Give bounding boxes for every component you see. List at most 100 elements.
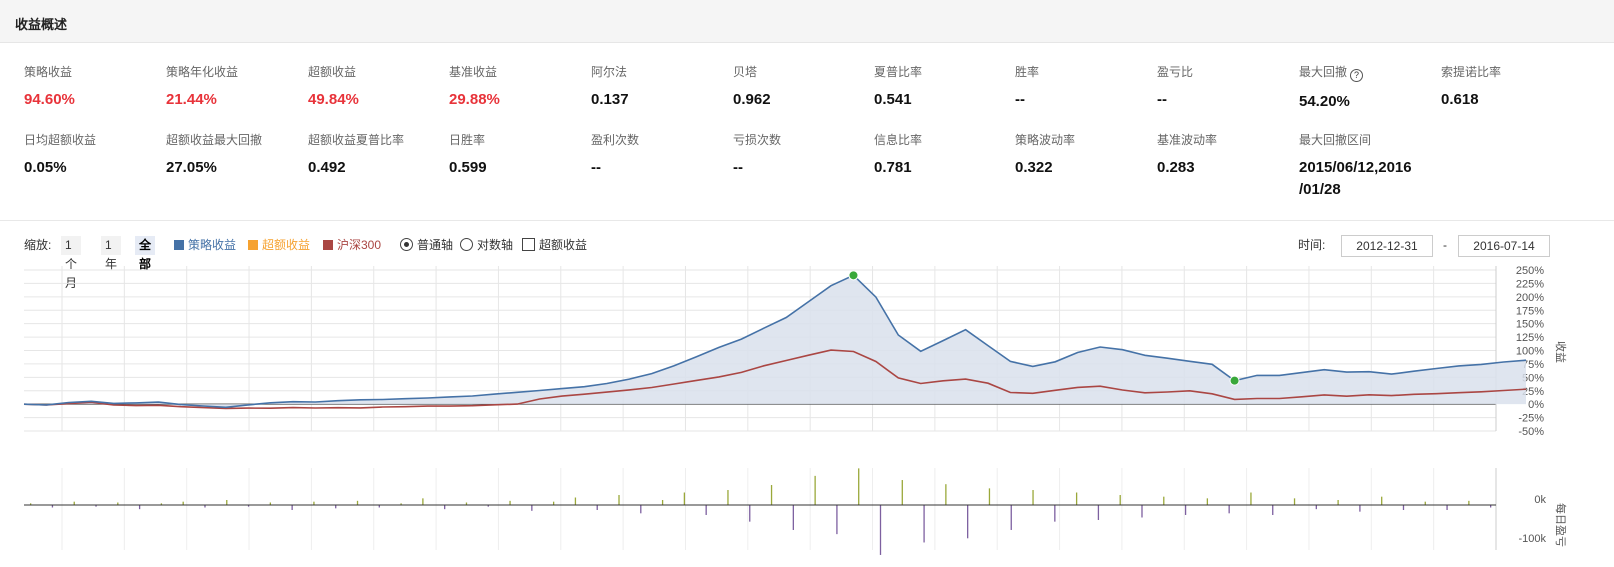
pnl-bar <box>1163 496 1165 505</box>
pnl-bar <box>204 505 206 508</box>
metric-value: 29.88% <box>449 91 500 108</box>
legend-benchmark-label: 沪深300 <box>337 238 382 252</box>
metric-label: 亏损次数 <box>733 133 782 147</box>
metric-value: 0.137 <box>591 91 629 108</box>
metric-label: 夏普比率 <box>874 65 923 79</box>
drawdown-marker-1 <box>1229 375 1240 386</box>
pnl-bar <box>770 485 773 505</box>
legend-strategy-label: 策略收益 <box>188 238 237 252</box>
pnl-bar <box>1359 505 1361 512</box>
y-tick-label: -100k <box>1518 533 1546 545</box>
pnl-bar <box>858 468 860 505</box>
metric-value: -- <box>733 159 743 176</box>
metric-value: 94.60% <box>24 91 75 108</box>
drawdown-marker-0 <box>848 270 859 281</box>
date-to-input[interactable]: 2016-07-14 <box>1458 235 1550 257</box>
metric-metrics_row2-9: 最大回撤区间 2015/06/12,2016 /01/28 <box>1299 131 1439 201</box>
date-separator: - <box>1443 238 1447 252</box>
summary-header: 收益概述 <box>0 0 1614 43</box>
pnl-bar <box>509 500 511 505</box>
pnl-bar <box>814 475 816 505</box>
metric-value: 27.05% <box>166 159 217 176</box>
metric-value: -- <box>591 159 601 176</box>
metric-value: 0.781 <box>874 159 912 176</box>
y-tick-label: 250% <box>1516 265 1544 277</box>
pnl-bar <box>640 505 642 514</box>
y-tick-label: 125% <box>1516 332 1544 344</box>
excess-checkbox-label: 超额收益 <box>539 238 588 252</box>
y-tick-label: 100% <box>1516 346 1544 358</box>
zoom-all-button[interactable]: 全部 <box>135 236 156 271</box>
metric-metrics_row1-9: 最大回撤? 54.20% <box>1299 63 1439 113</box>
metric-value: 0.541 <box>874 91 912 108</box>
pnl-bar <box>291 505 293 510</box>
legend-strategy[interactable]: 策略收益 <box>174 236 236 254</box>
metric-label: 胜率 <box>1015 65 1040 79</box>
pnl-bar <box>552 501 555 505</box>
legend-benchmark[interactable]: 沪深300 <box>323 236 381 254</box>
pnl-bar <box>1250 492 1252 505</box>
pnl-bar <box>1010 505 1012 530</box>
zoom-label: 缩放: <box>24 238 52 252</box>
zoom-1y-button[interactable]: 1年 <box>101 236 121 271</box>
time-label: 时间: <box>1298 238 1326 252</box>
metric-label: 信息比率 <box>874 133 923 147</box>
metric-label: 基准收益 <box>449 65 498 79</box>
pnl-bar <box>487 505 489 507</box>
pnl-bar <box>683 492 686 505</box>
metric-label: 策略年化收益 <box>166 65 239 79</box>
y-tick-label: 25% <box>1522 386 1544 398</box>
y-tick-label: -50% <box>1518 426 1544 438</box>
metric-value: -- <box>1015 91 1025 108</box>
log-axis-label: 对数轴 <box>477 238 514 252</box>
metric-metrics_row2-4: 盈利次数 -- <box>591 131 731 179</box>
log-axis-radio[interactable]: 对数轴 <box>460 236 513 254</box>
excess-checkbox-box <box>522 238 535 251</box>
pnl-bar <box>705 505 707 515</box>
metric-label: 基准波动率 <box>1157 133 1218 147</box>
pnl-bar <box>182 501 184 505</box>
pnl-bar <box>531 505 533 511</box>
metric-value: -- <box>1157 91 1167 108</box>
excess-checkbox[interactable]: 超额收益 <box>522 236 587 254</box>
pnl-bar <box>444 505 446 510</box>
metric-metrics_row1-4: 阿尔法 0.137 <box>591 63 731 111</box>
pnl-bar <box>269 502 272 505</box>
metric-value: 0.322 <box>1015 159 1053 176</box>
y-axis-title: 每日盈亏 <box>1554 503 1568 547</box>
legend-excess[interactable]: 超额收益 <box>248 236 310 254</box>
y-tick-label: 200% <box>1516 292 1544 304</box>
metric-metrics_row2-7: 策略波动率 0.322 <box>1015 131 1155 179</box>
metric-metrics_row2-6: 信息比率 0.781 <box>874 131 1014 179</box>
pnl-bar <box>749 505 751 522</box>
metric-value: 54.20% <box>1299 93 1350 110</box>
pnl-bar <box>51 505 54 508</box>
metric-value: 21.44% <box>166 91 217 108</box>
metric-label: 策略收益 <box>24 65 73 79</box>
help-icon[interactable]: ? <box>1350 69 1364 82</box>
metric-label: 超额收益 <box>308 65 357 79</box>
divider <box>0 220 1614 221</box>
pnl-bar <box>1184 505 1187 515</box>
legend-excess-label: 超额收益 <box>262 238 311 252</box>
metric-metrics_row2-2: 超额收益夏普比率 0.492 <box>308 131 448 179</box>
pnl-bar <box>422 498 424 505</box>
date-from-input[interactable]: 2012-12-31 <box>1341 235 1433 257</box>
pnl-bar <box>30 503 32 505</box>
metric-metrics_row2-0: 日均超额收益 0.05% <box>24 131 164 179</box>
metric-label: 阿尔法 <box>591 65 628 79</box>
normal-axis-radio[interactable]: 普通轴 <box>400 236 453 254</box>
pnl-bar <box>967 505 969 539</box>
pnl-bar <box>313 501 315 505</box>
pnl-bar <box>901 480 903 505</box>
pnl-bar <box>1381 496 1383 505</box>
metric-label: 日胜率 <box>449 133 486 147</box>
pnl-bar <box>1424 501 1426 505</box>
y-tick-label: 150% <box>1516 319 1544 331</box>
pnl-bar <box>1446 505 1448 510</box>
pnl-bar <box>879 505 882 555</box>
pnl-bar <box>1119 495 1121 505</box>
zoom-1m-button[interactable]: 1个月 <box>61 236 81 290</box>
y-tick-label: 0% <box>1528 399 1544 411</box>
